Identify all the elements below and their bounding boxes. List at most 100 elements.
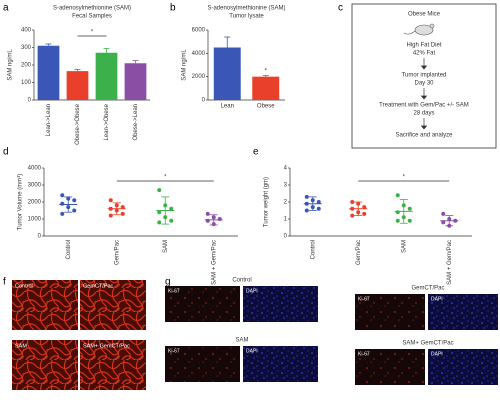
x-tick-label: SAM	[163, 240, 169, 253]
x-tick-label: Obese	[257, 104, 275, 110]
data-point	[362, 205, 367, 210]
y-tick-label: 0	[284, 234, 288, 240]
step: 42% Fat	[413, 51, 436, 57]
micrograph	[428, 349, 498, 385]
image-label: GemCT/Pac	[83, 283, 114, 289]
step: Day 30	[414, 81, 434, 87]
stain-label: DAPI	[431, 296, 443, 302]
x-tick-label: Obese->Lean	[133, 104, 139, 141]
data-point	[60, 201, 65, 206]
y-tick-label: 3	[284, 183, 288, 189]
significance-mark: *	[164, 175, 167, 181]
y-axis-title: SAM ng/mL	[182, 49, 188, 81]
x-tick-label: Control	[310, 240, 316, 259]
panel-label: b	[170, 3, 176, 14]
stain-label: Ki-67	[168, 288, 180, 294]
group-title: SAM+ GemCT/Pac	[402, 341, 453, 347]
data-point	[108, 198, 113, 203]
data-point	[157, 188, 162, 193]
image-label: SAM	[15, 343, 27, 349]
panel-label: f	[3, 277, 6, 288]
data-point	[205, 218, 210, 223]
panel-label: g	[165, 277, 171, 288]
x-tick-label: Lean	[221, 104, 234, 110]
data-point	[205, 211, 210, 216]
x-tick-label: Lean->Lean	[46, 104, 52, 136]
y-tick-label: 3000	[28, 183, 42, 189]
y-tick-label: 0	[202, 98, 206, 104]
y-axis-title: Tumor weight (gm)	[264, 177, 270, 227]
y-tick-label: 0	[38, 234, 42, 240]
group-title: SAM	[235, 338, 248, 344]
bar	[66, 71, 89, 100]
x-tick-label: Lean->Obese	[104, 103, 110, 140]
data-point	[304, 194, 309, 199]
x-tick-label: SAM + Gem/Pac	[211, 240, 217, 285]
data-point	[304, 208, 309, 213]
data-point	[395, 193, 400, 198]
micrograph	[12, 340, 78, 390]
bar	[213, 47, 241, 100]
micrograph	[243, 346, 318, 382]
step: Sacrifice and analyze	[395, 133, 453, 139]
data-point	[316, 200, 321, 204]
data-point	[395, 218, 400, 223]
micrograph	[165, 346, 240, 382]
y-tick-label: 6000	[192, 28, 206, 34]
arrows	[420, 58, 428, 130]
micrograph	[12, 280, 78, 330]
stain-label: Ki-67	[358, 296, 370, 302]
step: Obese Mice	[408, 12, 441, 18]
data-point	[395, 210, 400, 215]
y-tick-label: 400	[21, 28, 32, 34]
data-point	[169, 218, 174, 223]
step: Treatment with Gem/Pac +/- SAM	[379, 103, 469, 109]
chart-subtitle: Tumor lysate	[229, 14, 264, 20]
group-title: Control	[232, 278, 251, 284]
data-point	[441, 220, 446, 225]
bar	[124, 63, 147, 100]
image-label: SAM+ GemCT/Pac	[83, 343, 130, 349]
panel-label: e	[253, 147, 259, 158]
y-tick-label: 4000	[192, 51, 206, 57]
data-point	[350, 213, 355, 218]
y-tick-label: 100	[21, 80, 32, 86]
data-point	[120, 205, 125, 210]
y-tick-label: 200	[21, 63, 32, 69]
data-point	[362, 211, 367, 216]
y-tick-label: 4000	[28, 166, 42, 172]
panel-label: c	[338, 3, 343, 14]
panel-label: d	[3, 147, 9, 158]
data-point	[407, 206, 412, 211]
data-point	[157, 220, 162, 225]
data-point	[60, 211, 65, 216]
data-point	[316, 206, 321, 211]
y-tick-label: 4	[284, 166, 288, 172]
stain-label: Ki-67	[358, 351, 370, 357]
bar	[252, 76, 280, 100]
x-tick-label: SAM	[401, 240, 407, 253]
significance-mark: *	[91, 30, 94, 36]
data-point	[169, 206, 174, 211]
stain-label: Ki-67	[168, 348, 180, 354]
significance-mark: *	[403, 175, 406, 181]
data-point	[60, 193, 65, 198]
data-point	[407, 218, 412, 223]
y-axis-title: SAM ng/mL	[8, 49, 14, 81]
micrograph	[243, 286, 318, 322]
significance-mark: *	[265, 69, 268, 75]
bar	[37, 45, 60, 100]
step: 28 days	[413, 111, 434, 117]
stain-label: DAPI	[246, 288, 258, 294]
data-point	[108, 213, 113, 218]
x-tick-label: Gem/Pac	[356, 240, 362, 265]
data-point	[120, 211, 125, 216]
mouse-icon	[403, 23, 435, 36]
x-tick-label: SAM + Gem/Pac	[447, 240, 453, 285]
micrograph	[355, 349, 425, 385]
y-tick-label: 0	[28, 98, 32, 104]
micrograph	[355, 294, 425, 330]
micrograph	[80, 280, 146, 330]
